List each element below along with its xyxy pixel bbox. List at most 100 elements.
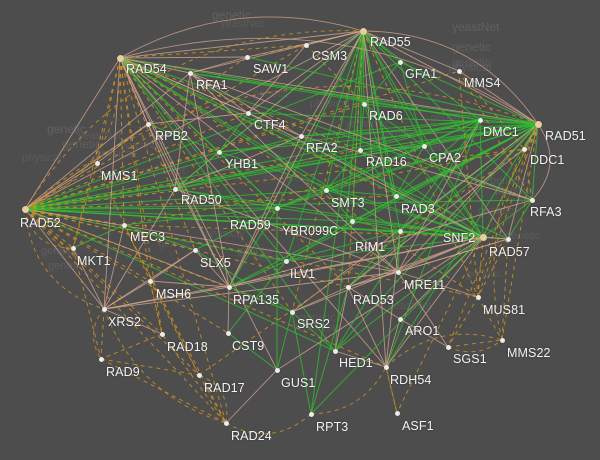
network-node-rad54[interactable] bbox=[116, 54, 124, 62]
network-node-smt3[interactable] bbox=[323, 187, 329, 193]
edge-coexpression bbox=[399, 119, 481, 232]
edge-physical bbox=[385, 318, 401, 368]
edge-physical bbox=[362, 30, 460, 72]
edge-genetic bbox=[458, 70, 479, 298]
network-node-rad24[interactable] bbox=[223, 420, 229, 426]
network-node-cst9[interactable] bbox=[225, 330, 231, 336]
network-node-rad59[interactable] bbox=[274, 205, 280, 211]
network-node-gus1[interactable] bbox=[274, 367, 280, 373]
network-node-rfa2[interactable] bbox=[298, 133, 304, 139]
edge-coexpression bbox=[359, 149, 397, 197]
network-node-rad55[interactable] bbox=[359, 27, 367, 35]
edge-physical bbox=[347, 286, 387, 368]
network-node-hed1[interactable] bbox=[332, 348, 338, 354]
edge-coexpression bbox=[325, 149, 361, 191]
network-node-rdh54[interactable] bbox=[383, 364, 389, 370]
edge-coexpression bbox=[276, 123, 539, 209]
network-node-rad6[interactable] bbox=[361, 101, 367, 107]
edge-arc-genetic bbox=[93, 308, 105, 360]
edge-coexpression bbox=[228, 260, 287, 288]
edge-physical bbox=[103, 308, 163, 335]
network-node-xrs2[interactable] bbox=[101, 306, 107, 312]
network-node-snf2[interactable] bbox=[479, 233, 487, 241]
network-node-rad3[interactable] bbox=[393, 193, 399, 199]
edge-physical bbox=[362, 30, 509, 240]
network-node-srs2[interactable] bbox=[289, 309, 295, 315]
network-node-rad9[interactable] bbox=[98, 356, 104, 362]
network-node-ybr099c[interactable] bbox=[349, 218, 355, 224]
network-node-rad17[interactable] bbox=[196, 372, 202, 378]
edge-genetic bbox=[119, 57, 163, 335]
edge-genetic bbox=[72, 247, 102, 360]
edge-coexpression bbox=[174, 123, 539, 190]
edge-coexpression bbox=[119, 57, 287, 262]
network-node-mms22[interactable] bbox=[499, 337, 505, 343]
edge-genetic bbox=[447, 296, 479, 348]
network-node-msh6[interactable] bbox=[147, 278, 153, 284]
edge-physical bbox=[385, 236, 484, 368]
network-node-yhb1[interactable] bbox=[216, 149, 222, 155]
network-node-rad57[interactable] bbox=[505, 236, 511, 242]
edge-coexpression bbox=[325, 145, 425, 191]
network-node-gfa1[interactable] bbox=[397, 59, 403, 65]
network-node-sgs1[interactable] bbox=[445, 344, 451, 350]
edge-genetic bbox=[24, 208, 74, 249]
edge-coexpression bbox=[399, 230, 484, 238]
edge-coexpression bbox=[325, 189, 484, 238]
edge-genetic bbox=[246, 44, 307, 58]
edge-coexpression bbox=[395, 145, 425, 197]
network-node-ddc1[interactable] bbox=[521, 146, 527, 152]
network-node-csm3[interactable] bbox=[303, 42, 309, 48]
edge-coexpression bbox=[227, 260, 287, 334]
edge-coexpression bbox=[24, 123, 539, 210]
network-node-rpa135[interactable] bbox=[226, 284, 232, 290]
network-node-rad53[interactable] bbox=[345, 284, 351, 290]
network-node-mus81[interactable] bbox=[475, 294, 481, 300]
network-node-rpt3[interactable] bbox=[308, 411, 314, 417]
edge-genetic bbox=[198, 374, 227, 424]
network-node-rad50[interactable] bbox=[172, 186, 178, 192]
edge-physical bbox=[189, 72, 302, 137]
edge-physical bbox=[103, 271, 399, 310]
network-node-dmc1[interactable] bbox=[477, 117, 483, 123]
network-node-aro1[interactable] bbox=[397, 316, 403, 322]
edge-coexpression bbox=[247, 112, 539, 125]
edge-coexpression bbox=[395, 195, 484, 238]
edge-arc-genetic bbox=[24, 86, 539, 210]
edge-arc-physical bbox=[119, 37, 539, 125]
network-node-slx5[interactable] bbox=[192, 247, 198, 253]
edge-coexpression bbox=[228, 207, 278, 288]
network-node-mkt1[interactable] bbox=[70, 245, 76, 251]
edge-physical bbox=[119, 57, 539, 125]
edge-physical bbox=[147, 123, 230, 288]
network-node-saw1[interactable] bbox=[244, 54, 250, 60]
network-node-rad16[interactable] bbox=[357, 147, 363, 153]
edge-coexpression bbox=[482, 199, 533, 238]
edge-coexpression bbox=[285, 236, 484, 262]
edge-physical bbox=[119, 56, 248, 59]
network-node-rfa1[interactable] bbox=[187, 70, 193, 76]
network-node-rad18[interactable] bbox=[159, 331, 165, 337]
edge-coexpression bbox=[276, 311, 293, 371]
edge-coexpression bbox=[291, 311, 336, 352]
network-node-rad52[interactable] bbox=[21, 205, 29, 213]
network-node-asf1[interactable] bbox=[394, 410, 400, 416]
edge-coexpression bbox=[228, 286, 293, 313]
edge-coexpression bbox=[363, 103, 539, 125]
network-node-mms4[interactable] bbox=[456, 68, 462, 74]
network-node-cpa2[interactable] bbox=[421, 143, 427, 149]
network-node-rpb2[interactable] bbox=[145, 121, 151, 127]
edge-genetic bbox=[119, 44, 307, 59]
network-node-mms1[interactable] bbox=[94, 160, 100, 166]
network-node-rim1[interactable] bbox=[397, 228, 403, 234]
network-node-mre11[interactable] bbox=[395, 269, 401, 275]
network-node-ilv1[interactable] bbox=[283, 258, 289, 264]
network-node-rfa3[interactable] bbox=[529, 197, 535, 203]
network-node-mec3[interactable] bbox=[121, 222, 127, 228]
network-node-rad51[interactable] bbox=[534, 120, 542, 128]
edge-coexpression bbox=[189, 72, 481, 121]
network-node-ctf4[interactable] bbox=[245, 110, 251, 116]
edge-physical bbox=[347, 148, 525, 288]
